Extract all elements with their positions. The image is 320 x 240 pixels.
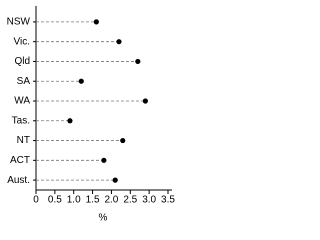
y-tick-label: Aust. — [7, 175, 30, 186]
x-tick-label: 0.5 — [48, 195, 62, 206]
dot — [142, 98, 148, 104]
chart: % 0 0.5 1.0 1.5 2.0 2.5 3.0 3.5 NSW Vic. Qld SA WA Ta… — [7, 6, 175, 224]
dot — [135, 58, 141, 65]
dot — [116, 39, 122, 45]
x-tick-label: 0 — [33, 195, 39, 206]
y-tick-label: WA — [14, 96, 30, 107]
x-tick-label: 3.5 — [161, 195, 175, 206]
y-tick-label: SA — [17, 76, 31, 87]
dot — [112, 177, 118, 183]
x-tick-label: 3.0 — [142, 195, 156, 206]
y-tick-label: NT — [17, 135, 30, 146]
x-tick-label: 1.5 — [86, 195, 100, 206]
x-tick-label: 1.0 — [67, 195, 81, 206]
y-tick-label: Vic. — [14, 36, 31, 47]
y-tick-label: NSW — [7, 17, 31, 28]
y-tick-label: Qld — [14, 56, 30, 67]
x-tick-label: 2.0 — [104, 195, 118, 206]
dot — [78, 78, 84, 84]
y-tick-label: Tas. — [12, 115, 30, 126]
x-axis-label: % — [99, 213, 108, 224]
dot — [101, 157, 107, 163]
dot — [93, 19, 99, 25]
y-tick-label: ACT — [10, 155, 30, 166]
x-tick-label: 2.5 — [123, 195, 137, 206]
dot — [67, 118, 73, 124]
dot — [120, 137, 126, 144]
page: % 0 0.5 1.0 1.5 2.0 2.5 3.0 3.5 NSW Vic. Qld SA WA Ta… — [6, 6, 176, 224]
